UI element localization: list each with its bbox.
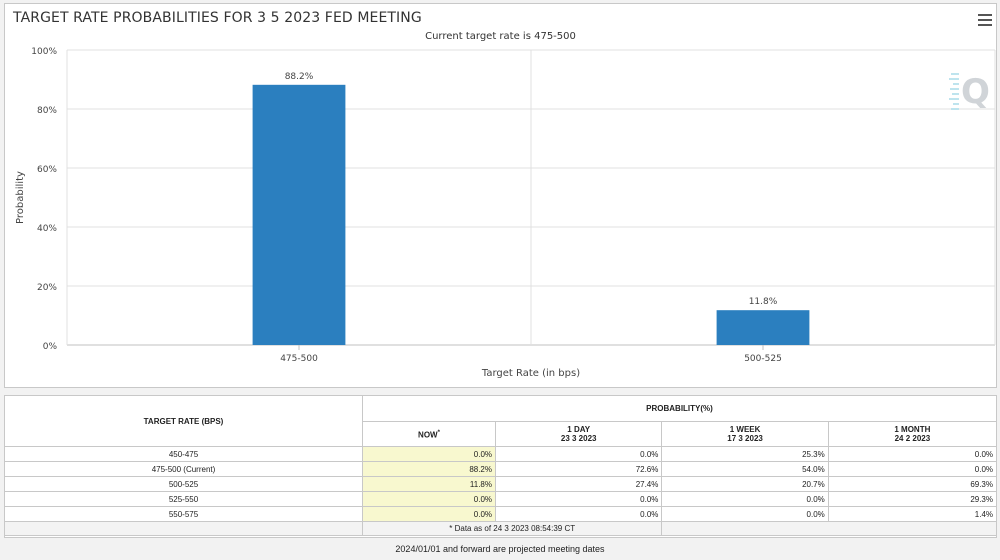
value-cell: 20.7% xyxy=(661,476,829,492)
probability-table-panel: TARGET RATE (BPS) PROBABILITY(%) NOW* 1 … xyxy=(4,395,998,538)
value-cell-now: 11.8% xyxy=(362,476,496,492)
y-tick-label: 100% xyxy=(31,47,57,57)
value-cell: 1.4% xyxy=(827,506,998,522)
column-date: 17 3 2023 xyxy=(727,434,763,443)
probability-header: PROBABILITY(%) xyxy=(362,395,997,422)
table-row: 500-525 11.8% 27.4% 20.7% 69.3% xyxy=(4,476,998,492)
data-label: 88.2% xyxy=(285,72,314,82)
y-tick-label: 0% xyxy=(43,342,58,352)
table-row: 475-500 (Current) 88.2% 72.6% 54.0% 0.0% xyxy=(4,461,998,477)
column-header-1-month[interactable]: 1 MONTH 24 2 2023 xyxy=(827,421,998,447)
column-footnote-mark: * xyxy=(437,429,440,436)
value-cell: 0.0% xyxy=(494,446,663,462)
value-cell: 0.0% xyxy=(827,446,998,462)
data-timestamp-note: * Data as of 24 3 2023 08:54:39 CT xyxy=(361,521,663,536)
rate-column-header: TARGET RATE (BPS) xyxy=(4,395,363,447)
column-date: 24 2 2023 xyxy=(894,434,931,443)
column-header-1-week[interactable]: 1 WEEK 17 3 2023 xyxy=(661,421,829,447)
value-cell: 0.0% xyxy=(494,491,663,507)
rate-cell: 550-575 xyxy=(4,506,363,522)
projected-dates-note: 2024/01/01 and forward are projected mee… xyxy=(395,544,605,554)
value-cell: 69.3% xyxy=(827,476,998,492)
value-cell: 0.0% xyxy=(827,461,998,477)
q-logo-icon: Q xyxy=(949,72,990,112)
x-tick-label: 500-525 xyxy=(744,354,782,364)
column-label: 1 DAY xyxy=(567,425,591,434)
chart-panel: 0% 20% 40% 60% 80% 100% 88.2% 475-500 11.8% 500-5… xyxy=(4,3,997,388)
value-cell: 27.4% xyxy=(494,476,663,492)
value-cell: 0.0% xyxy=(494,506,663,522)
column-label: 1 WEEK xyxy=(729,425,761,434)
table-row: 525-550 0.0% 0.0% 0.0% 29.3% xyxy=(4,491,998,507)
value-cell: 25.3% xyxy=(661,446,829,462)
column-header-now[interactable]: NOW* xyxy=(362,421,496,447)
value-cell-now: 0.0% xyxy=(362,491,496,507)
value-cell: 54.0% xyxy=(661,461,829,477)
y-tick-label: 80% xyxy=(37,106,57,116)
chart-title: TARGET RATE PROBABILITIES FOR 3 5 2023 F… xyxy=(13,10,422,26)
probability-table: TARGET RATE (BPS) PROBABILITY(%) NOW* 1 … xyxy=(4,395,998,536)
rate-cell: 475-500 (Current) xyxy=(4,461,363,477)
column-label: NOW xyxy=(418,430,438,440)
column-header-1-day[interactable]: 1 DAY 23 3 2023 xyxy=(494,421,663,447)
bar-chart: 0% 20% 40% 60% 80% 100% 88.2% 475-500 11.8% 500-5… xyxy=(15,47,996,379)
hamburger-menu-icon[interactable] xyxy=(978,14,992,26)
x-tick-label: 475-500 xyxy=(280,354,318,364)
table-row: 450-475 0.0% 0.0% 25.3% 0.0% xyxy=(4,446,998,462)
bar xyxy=(716,310,810,345)
value-cell: 0.0% xyxy=(661,506,829,522)
table-note-row: * Data as of 24 3 2023 08:54:39 CT xyxy=(4,521,997,536)
y-axis-label: Probability xyxy=(15,171,26,224)
svg-text:Q: Q xyxy=(961,72,990,112)
y-tick-label: 40% xyxy=(37,224,57,234)
data-label: 11.8% xyxy=(749,297,778,307)
y-tick-label: 20% xyxy=(37,283,57,293)
value-cell: 72.6% xyxy=(494,461,663,477)
value-cell-now: 0.0% xyxy=(362,506,496,522)
rate-cell: 525-550 xyxy=(4,491,363,507)
chart-subtitle: Current target rate is 475-500 xyxy=(425,31,576,42)
value-cell-now: 0.0% xyxy=(362,446,496,462)
column-date: 23 3 2023 xyxy=(560,434,597,443)
column-label: 1 MONTH xyxy=(894,425,931,434)
value-cell-now: 88.2% xyxy=(362,461,496,477)
y-tick-label: 60% xyxy=(37,165,57,175)
table-row: 550-575 0.0% 0.0% 0.0% 1.4% xyxy=(4,506,998,522)
bar xyxy=(252,84,346,345)
value-cell: 29.3% xyxy=(827,491,998,507)
x-axis-label: Target Rate (in bps) xyxy=(481,368,580,379)
rate-cell: 500-525 xyxy=(4,476,363,492)
rate-cell: 450-475 xyxy=(4,446,363,462)
value-cell: 0.0% xyxy=(661,491,829,507)
